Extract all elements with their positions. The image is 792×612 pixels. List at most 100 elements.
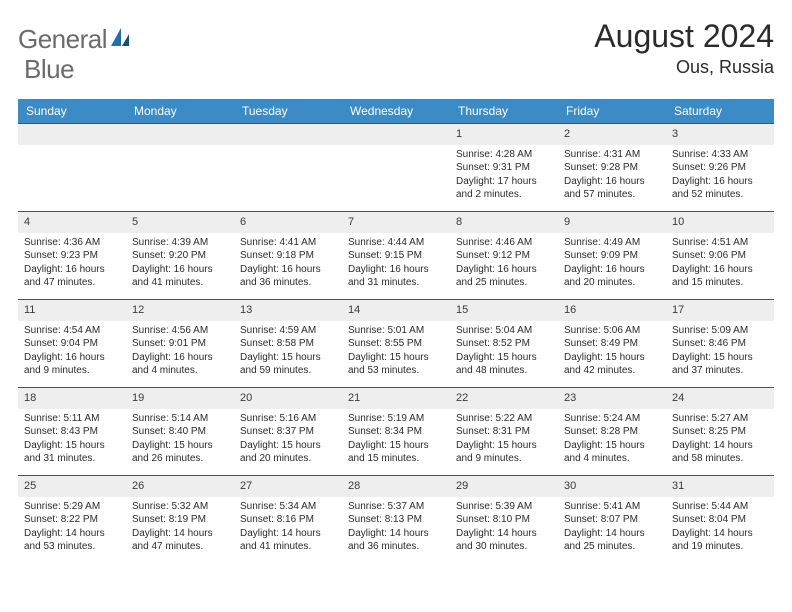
- daylight-text: Daylight: 16 hours and 4 minutes.: [132, 351, 228, 378]
- calendar-day-cell: 23 Sunrise: 5:24 AMSunset: 8:28 PMDayligh…: [558, 388, 666, 476]
- daylight-text: Daylight: 15 hours and 4 minutes.: [564, 439, 660, 466]
- day-details: Sunrise: 4:54 AMSunset: 9:04 PMDaylight:…: [18, 321, 126, 382]
- daylight-text: Daylight: 16 hours and 52 minutes.: [672, 175, 768, 202]
- day-details: Sunrise: 5:09 AMSunset: 8:46 PMDaylight:…: [666, 321, 774, 382]
- sunset-text: Sunset: 8:55 PM: [348, 337, 444, 351]
- sunset-text: Sunset: 9:26 PM: [672, 161, 768, 175]
- sunrise-text: Sunrise: 4:54 AM: [24, 324, 120, 338]
- brand-logo: General: [18, 18, 133, 55]
- calendar-day-cell: 1Sunrise: 4:28 AMSunset: 9:31 PMDaylight…: [450, 124, 558, 212]
- calendar-day-cell: 24Sunrise: 5:27 AMSunset: 8:25 PMDayligh…: [666, 388, 774, 476]
- day-number: 29: [450, 476, 558, 497]
- calendar-day-cell: 7Sunrise: 4:44 AMSunset: 9:15 PMDaylight…: [342, 212, 450, 300]
- day-number: 18: [18, 388, 126, 409]
- day-number: [126, 124, 234, 145]
- sunset-text: Sunset: 8:16 PM: [240, 513, 336, 527]
- daylight-text: Daylight: 14 hours and 19 minutes.: [672, 527, 768, 554]
- sunset-text: Sunset: 9:01 PM: [132, 337, 228, 351]
- day-number: 7: [342, 212, 450, 233]
- day-details: Sunrise: 4:49 AMSunset: 9:09 PMDaylight:…: [558, 233, 666, 294]
- day-number: 27: [234, 476, 342, 497]
- day-details: Sunrise: 5:41 AMSunset: 8:07 PMDaylight:…: [558, 497, 666, 558]
- day-details: Sunrise: 5:11 AMSunset: 8:43 PMDaylight:…: [18, 409, 126, 470]
- calendar-day-cell: 16Sunrise: 5:06 AMSunset: 8:49 PMDayligh…: [558, 300, 666, 388]
- day-details: Sunrise: 4:46 AMSunset: 9:12 PMDaylight:…: [450, 233, 558, 294]
- calendar-day-cell: 28Sunrise: 5:37 AMSunset: 8:13 PMDayligh…: [342, 476, 450, 564]
- calendar-week-row: 11Sunrise: 4:54 AMSunset: 9:04 PMDayligh…: [18, 300, 774, 388]
- sunrise-text: Sunrise: 4:41 AM: [240, 236, 336, 250]
- day-number: 9: [558, 212, 666, 233]
- day-details: Sunrise: 4:44 AMSunset: 9:15 PMDaylight:…: [342, 233, 450, 294]
- calendar-week-row: 25Sunrise: 5:29 AMSunset: 8:22 PMDayligh…: [18, 476, 774, 564]
- sunset-text: Sunset: 8:49 PM: [564, 337, 660, 351]
- calendar-day-cell: 3Sunrise: 4:33 AMSunset: 9:26 PMDaylight…: [666, 124, 774, 212]
- daylight-text: Daylight: 15 hours and 31 minutes.: [24, 439, 120, 466]
- calendar-day-cell: 5Sunrise: 4:39 AMSunset: 9:20 PMDaylight…: [126, 212, 234, 300]
- daylight-text: Daylight: 16 hours and 41 minutes.: [132, 263, 228, 290]
- calendar-day-cell: 8Sunrise: 4:46 AMSunset: 9:12 PMDaylight…: [450, 212, 558, 300]
- day-details: Sunrise: 4:41 AMSunset: 9:18 PMDaylight:…: [234, 233, 342, 294]
- calendar-day-cell: 15Sunrise: 5:04 AMSunset: 8:52 PMDayligh…: [450, 300, 558, 388]
- day-number: 23: [558, 388, 666, 409]
- day-details: Sunrise: 4:51 AMSunset: 9:06 PMDaylight:…: [666, 233, 774, 294]
- daylight-text: Daylight: 16 hours and 9 minutes.: [24, 351, 120, 378]
- sunset-text: Sunset: 8:34 PM: [348, 425, 444, 439]
- day-number: 20: [234, 388, 342, 409]
- calendar-day-cell: 11Sunrise: 4:54 AMSunset: 9:04 PMDayligh…: [18, 300, 126, 388]
- day-number: 4: [18, 212, 126, 233]
- title-block: August 2024 Ous, Russia: [594, 18, 774, 78]
- sunset-text: Sunset: 8:43 PM: [24, 425, 120, 439]
- calendar-day-cell: 17Sunrise: 5:09 AMSunset: 8:46 PMDayligh…: [666, 300, 774, 388]
- sunrise-text: Sunrise: 5:06 AM: [564, 324, 660, 338]
- calendar-day-cell: 10Sunrise: 4:51 AMSunset: 9:06 PMDayligh…: [666, 212, 774, 300]
- day-number: 24: [666, 388, 774, 409]
- brand-text-2: Blue: [24, 54, 74, 84]
- sunset-text: Sunset: 8:25 PM: [672, 425, 768, 439]
- sunset-text: Sunset: 8:22 PM: [24, 513, 120, 527]
- day-details: Sunrise: 4:33 AMSunset: 9:26 PMDaylight:…: [666, 145, 774, 206]
- day-number: 3: [666, 124, 774, 145]
- sunset-text: Sunset: 8:13 PM: [348, 513, 444, 527]
- weekday-header: Sunday: [18, 99, 126, 124]
- calendar-day-cell: 20Sunrise: 5:16 AMSunset: 8:37 PMDayligh…: [234, 388, 342, 476]
- calendar-day-cell: 21Sunrise: 5:19 AMSunset: 8:34 PMDayligh…: [342, 388, 450, 476]
- weekday-header: Thursday: [450, 99, 558, 124]
- day-details: Sunrise: 5:29 AMSunset: 8:22 PMDaylight:…: [18, 497, 126, 558]
- daylight-text: Daylight: 15 hours and 42 minutes.: [564, 351, 660, 378]
- day-number: 19: [126, 388, 234, 409]
- day-details: Sunrise: 5:37 AMSunset: 8:13 PMDaylight:…: [342, 497, 450, 558]
- calendar-day-cell: 18Sunrise: 5:11 AMSunset: 8:43 PMDayligh…: [18, 388, 126, 476]
- day-details: Sunrise: 5:19 AMSunset: 8:34 PMDaylight:…: [342, 409, 450, 470]
- sunrise-text: Sunrise: 5:24 AM: [564, 412, 660, 426]
- day-number: 6: [234, 212, 342, 233]
- sail-icon: [109, 26, 131, 53]
- sunset-text: Sunset: 8:37 PM: [240, 425, 336, 439]
- sunset-text: Sunset: 8:10 PM: [456, 513, 552, 527]
- sunrise-text: Sunrise: 5:44 AM: [672, 500, 768, 514]
- sunrise-text: Sunrise: 5:22 AM: [456, 412, 552, 426]
- calendar-day-cell: [234, 124, 342, 212]
- sunrise-text: Sunrise: 4:56 AM: [132, 324, 228, 338]
- sunset-text: Sunset: 9:31 PM: [456, 161, 552, 175]
- sunrise-text: Sunrise: 4:36 AM: [24, 236, 120, 250]
- day-number: 2: [558, 124, 666, 145]
- weekday-header: Saturday: [666, 99, 774, 124]
- daylight-text: Daylight: 14 hours and 36 minutes.: [348, 527, 444, 554]
- sunset-text: Sunset: 8:28 PM: [564, 425, 660, 439]
- weekday-header: Wednesday: [342, 99, 450, 124]
- daylight-text: Daylight: 15 hours and 53 minutes.: [348, 351, 444, 378]
- sunrise-text: Sunrise: 5:34 AM: [240, 500, 336, 514]
- day-number: 10: [666, 212, 774, 233]
- sunrise-text: Sunrise: 5:41 AM: [564, 500, 660, 514]
- daylight-text: Daylight: 15 hours and 48 minutes.: [456, 351, 552, 378]
- day-number: [342, 124, 450, 145]
- daylight-text: Daylight: 15 hours and 37 minutes.: [672, 351, 768, 378]
- day-details: Sunrise: 4:31 AMSunset: 9:28 PMDaylight:…: [558, 145, 666, 206]
- sunrise-text: Sunrise: 5:19 AM: [348, 412, 444, 426]
- calendar-week-row: 1Sunrise: 4:28 AMSunset: 9:31 PMDaylight…: [18, 124, 774, 212]
- calendar-day-cell: [126, 124, 234, 212]
- daylight-text: Daylight: 14 hours and 53 minutes.: [24, 527, 120, 554]
- sunrise-text: Sunrise: 5:16 AM: [240, 412, 336, 426]
- calendar-day-cell: 6Sunrise: 4:41 AMSunset: 9:18 PMDaylight…: [234, 212, 342, 300]
- daylight-text: Daylight: 16 hours and 57 minutes.: [564, 175, 660, 202]
